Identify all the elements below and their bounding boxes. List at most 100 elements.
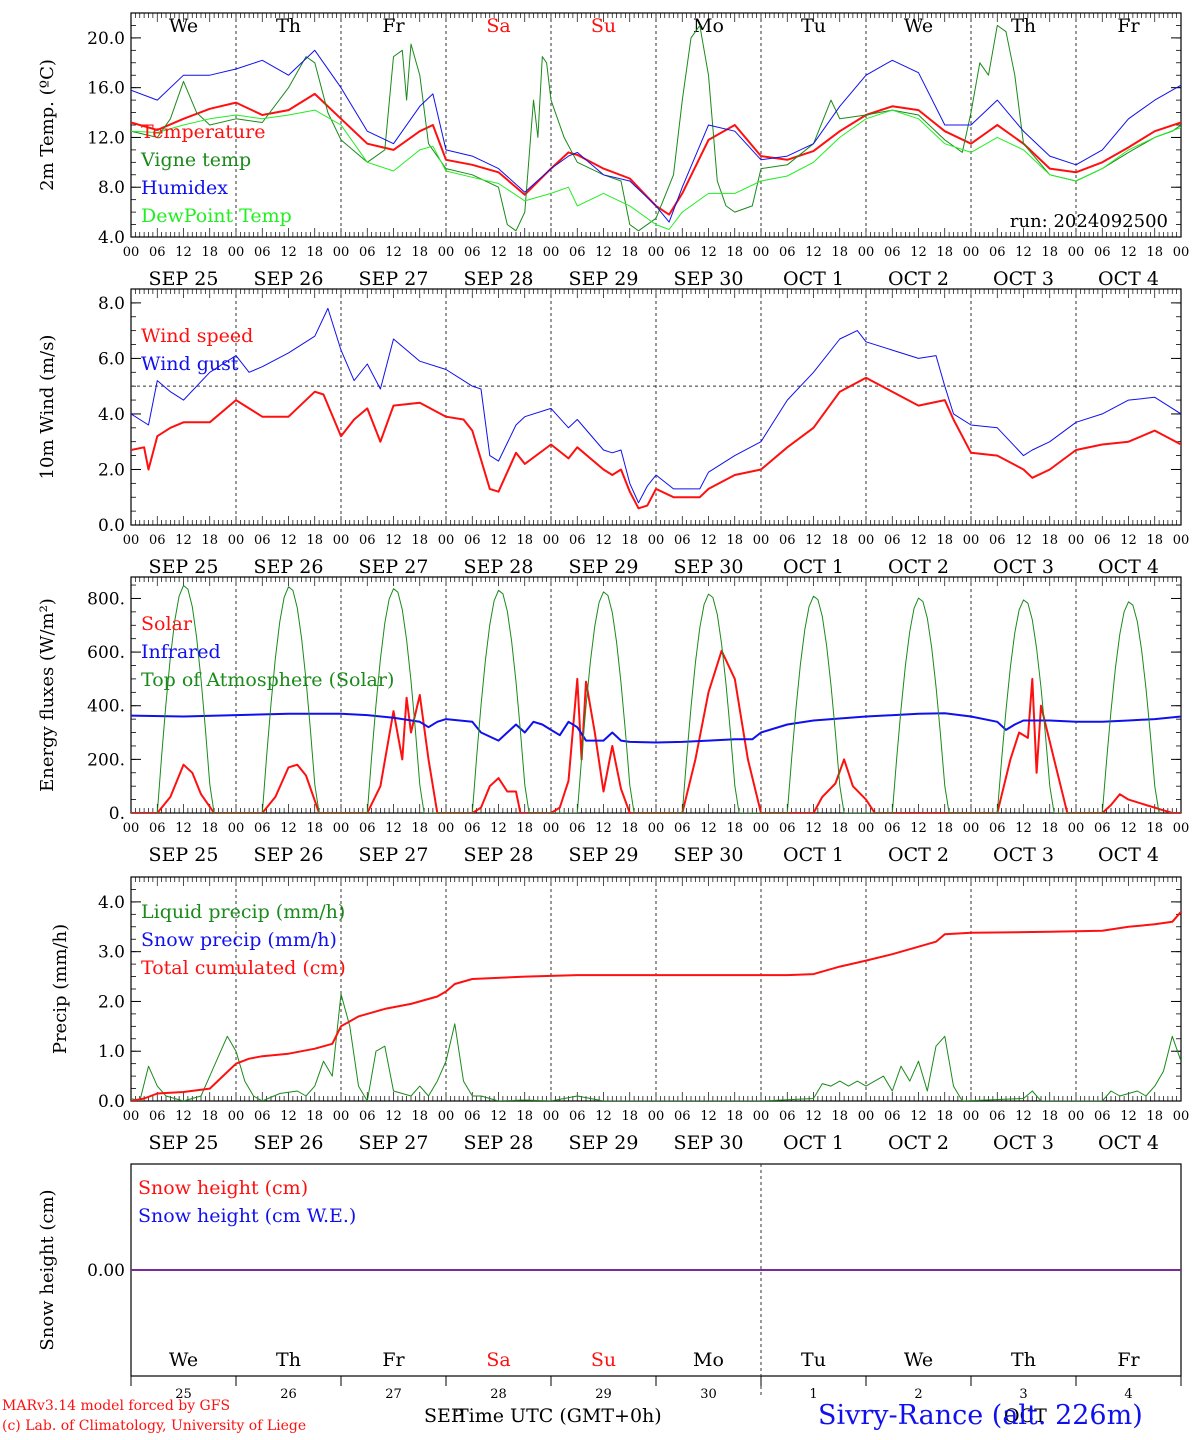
series-line-top-of-atmosphere-solar- bbox=[156, 585, 1160, 813]
y-tick-label: 16.0 bbox=[87, 79, 125, 99]
hour-tick-label: 00 bbox=[963, 533, 980, 548]
legend-entry: Infrared bbox=[141, 641, 221, 663]
hour-tick-label: 12 bbox=[175, 533, 192, 548]
hour-tick-label: 06 bbox=[254, 1109, 271, 1124]
weekday-label: Fr bbox=[382, 1349, 405, 1371]
date-label: OCT 2 bbox=[888, 556, 949, 578]
hour-tick-label: 06 bbox=[149, 821, 166, 836]
x-axis-label: Time UTC (GMT+0h) bbox=[456, 1405, 662, 1427]
day-number-label: 29 bbox=[595, 1387, 612, 1402]
hour-tick-label: 00 bbox=[438, 533, 455, 548]
hour-tick-label: 18 bbox=[516, 1109, 533, 1124]
hour-tick-label: 18 bbox=[936, 533, 953, 548]
hour-tick-label: 18 bbox=[1041, 533, 1058, 548]
date-label: SEP 27 bbox=[359, 844, 429, 866]
hour-tick-label: 00 bbox=[123, 821, 140, 836]
hour-tick-label: 00 bbox=[1068, 245, 1085, 260]
month-label-sep: SEP bbox=[424, 1405, 464, 1427]
date-label: OCT 2 bbox=[888, 268, 949, 290]
hour-tick-label: 18 bbox=[201, 533, 218, 548]
y-tick-label: 20.0 bbox=[87, 29, 125, 49]
series-line-liquid-precip-mm-h- bbox=[131, 993, 1181, 1101]
hour-tick-label: 18 bbox=[516, 533, 533, 548]
y-tick-label: 1.0 bbox=[98, 1042, 125, 1062]
hour-tick-label: 12 bbox=[595, 533, 612, 548]
hour-tick-label: 06 bbox=[359, 1109, 376, 1124]
hour-tick-label: 06 bbox=[464, 821, 481, 836]
hour-tick-label: 00 bbox=[1068, 533, 1085, 548]
hour-tick-label: 12 bbox=[910, 821, 927, 836]
series-line-humidex bbox=[131, 49, 1181, 223]
date-label: SEP 26 bbox=[254, 556, 324, 578]
date-label: SEP 25 bbox=[149, 844, 219, 866]
date-label: SEP 25 bbox=[149, 556, 219, 578]
series-line-vigne-temp bbox=[131, 24, 1181, 232]
date-label: SEP 26 bbox=[254, 1132, 324, 1154]
date-label: SEP 27 bbox=[359, 1132, 429, 1154]
date-label: SEP 25 bbox=[149, 1132, 219, 1154]
hour-tick-label: 18 bbox=[621, 821, 638, 836]
hour-tick-label: 06 bbox=[779, 1109, 796, 1124]
hour-tick-label: 12 bbox=[490, 245, 507, 260]
hour-tick-label: 06 bbox=[254, 533, 271, 548]
hour-tick-label: 12 bbox=[1015, 821, 1032, 836]
hour-tick-label: 12 bbox=[1120, 821, 1137, 836]
hour-tick-label: 00 bbox=[1068, 821, 1085, 836]
lab-credit: (c) Lab. of Climatology, University of L… bbox=[2, 1418, 307, 1434]
date-label: OCT 2 bbox=[888, 844, 949, 866]
date-label: OCT 4 bbox=[1098, 844, 1159, 866]
hour-tick-label: 12 bbox=[910, 1109, 927, 1124]
date-label: SEP 26 bbox=[254, 844, 324, 866]
hour-tick-label: 00 bbox=[333, 245, 350, 260]
plot-frame bbox=[130, 12, 1182, 238]
hour-tick-label: 18 bbox=[201, 821, 218, 836]
hour-tick-label: 00 bbox=[858, 1109, 875, 1124]
legend-entry: Top of Atmosphere (Solar) bbox=[141, 669, 394, 691]
y-tick-label: 2.0 bbox=[98, 992, 125, 1012]
y-tick-label: 6.0 bbox=[98, 349, 125, 369]
hour-tick-label: 06 bbox=[149, 533, 166, 548]
date-label: OCT 3 bbox=[993, 556, 1054, 578]
y-axis-label: 10m Wind (m/s) bbox=[37, 335, 58, 480]
legend-entry: Snow precip (mm/h) bbox=[141, 929, 337, 951]
hour-tick-label: 00 bbox=[228, 245, 245, 260]
hour-tick-label: 00 bbox=[543, 1109, 560, 1124]
hour-tick-label: 12 bbox=[175, 245, 192, 260]
hour-tick-label: 18 bbox=[1041, 245, 1058, 260]
day-number-label: 27 bbox=[385, 1387, 402, 1402]
hour-tick-label: 18 bbox=[306, 1109, 323, 1124]
hour-tick-label: 06 bbox=[989, 1109, 1006, 1124]
hour-tick-label: 12 bbox=[700, 821, 717, 836]
series-line-dewpoint-temp bbox=[131, 109, 1181, 230]
hour-tick-label: 06 bbox=[359, 533, 376, 548]
series-line-infrared bbox=[131, 712, 1181, 744]
hour-tick-label: 06 bbox=[254, 245, 271, 260]
weekday-label: We bbox=[904, 15, 933, 37]
hour-tick-label: 12 bbox=[1120, 1109, 1137, 1124]
hour-tick-label: 06 bbox=[359, 245, 376, 260]
weekday-label: We bbox=[169, 15, 198, 37]
day-number-label: 3 bbox=[1019, 1387, 1027, 1402]
hour-tick-label: 12 bbox=[1015, 1109, 1032, 1124]
hour-tick-label: 00 bbox=[648, 1109, 665, 1124]
hour-tick-label: 00 bbox=[753, 821, 770, 836]
date-label: SEP 29 bbox=[569, 268, 639, 290]
legend-entry: DewPoint Temp bbox=[141, 205, 292, 227]
hour-tick-label: 18 bbox=[621, 533, 638, 548]
hour-tick-label: 12 bbox=[700, 1109, 717, 1124]
hour-tick-label: 00 bbox=[648, 245, 665, 260]
hour-tick-label: 12 bbox=[1015, 245, 1032, 260]
y-tick-label: 0.0 bbox=[98, 1092, 125, 1112]
hour-tick-label: 18 bbox=[726, 821, 743, 836]
hour-tick-label: 18 bbox=[936, 821, 953, 836]
hour-tick-label: 00 bbox=[963, 245, 980, 260]
hour-tick-label: 12 bbox=[700, 533, 717, 548]
hour-tick-label: 00 bbox=[963, 821, 980, 836]
hour-tick-label: 06 bbox=[779, 533, 796, 548]
y-tick-label: 8.0 bbox=[98, 294, 125, 314]
series-line-temperature bbox=[131, 92, 1181, 216]
hour-tick-label: 12 bbox=[910, 245, 927, 260]
hour-tick-label: 06 bbox=[989, 245, 1006, 260]
weekday-label: Tu bbox=[801, 1349, 826, 1371]
